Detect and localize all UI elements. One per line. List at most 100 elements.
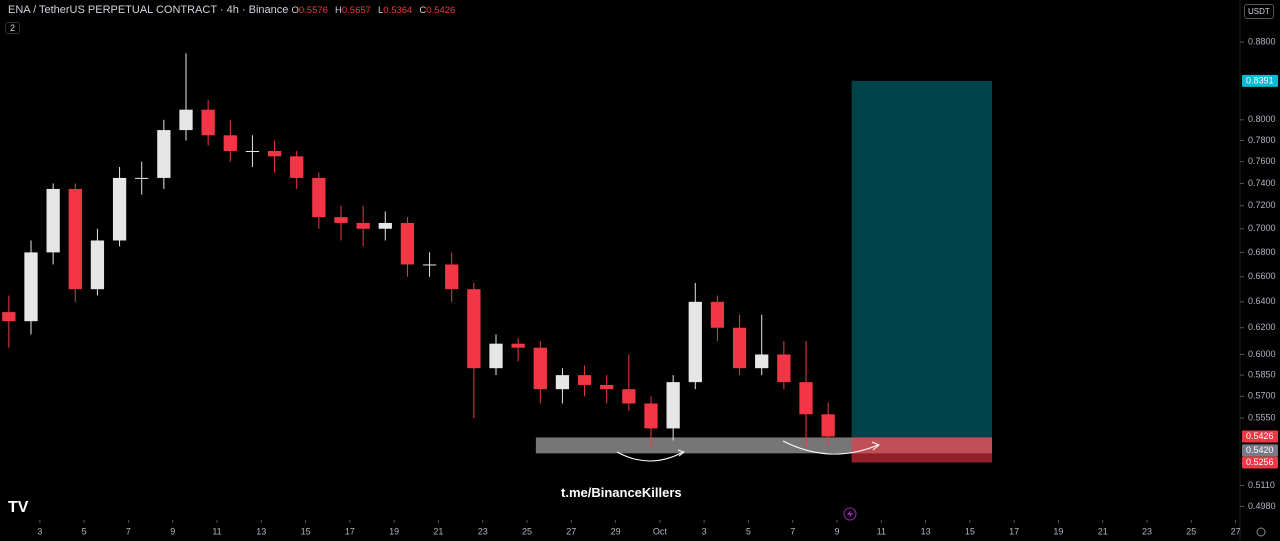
x-tick-label: 17: [345, 526, 355, 536]
y-tick-label: 0.6200: [1248, 322, 1276, 332]
last-price-tag-bg: [1242, 430, 1278, 443]
x-tick-label: 15: [301, 526, 311, 536]
header: ENA / TetherUS PERPETUAL CONTRACT · 4h ·…: [8, 4, 459, 16]
x-tick-label: 7: [126, 526, 131, 536]
symbol-title: ENA / TetherUS PERPETUAL CONTRACT · 4h ·…: [8, 4, 289, 16]
x-tick-label: 5: [82, 526, 87, 536]
x-tick-label: 21: [433, 526, 443, 536]
x-tick-label: 27: [1231, 526, 1241, 536]
settings-icon[interactable]: [1256, 527, 1266, 537]
stop-tag-bg: [1242, 456, 1278, 469]
candle-body: [732, 327, 747, 369]
candle-body: [555, 375, 570, 390]
target-tag: 0.8391: [1246, 75, 1274, 85]
ohlc-key: L: [377, 5, 384, 16]
tv-logo: TV: [8, 499, 29, 516]
stop-area: [851, 437, 992, 463]
x-tick-label: 3: [37, 526, 42, 536]
ohlc-value: 0.5364: [383, 5, 413, 16]
candle-body: [644, 403, 658, 429]
x-tick-label: 23: [1142, 526, 1152, 536]
candle-body: [267, 151, 282, 157]
x-tick-label: 3: [702, 526, 707, 536]
x-tick-label: 13: [921, 526, 931, 536]
candle-body: [245, 151, 260, 153]
candle-body: [2, 312, 16, 322]
candle-body: [290, 156, 304, 178]
y-tick-label: 0.5550: [1248, 412, 1276, 422]
x-tick-label: 19: [1053, 526, 1063, 536]
candle-body: [533, 347, 547, 390]
y-tick-label: 0.8800: [1248, 36, 1276, 46]
ohlc-value: 0.5576: [298, 5, 328, 16]
arrow-curve: [616, 451, 684, 462]
arrow-curve: [782, 440, 879, 455]
ohlc-key: C: [419, 5, 427, 16]
candle-body: [179, 109, 193, 131]
y-tick-label: 0.7200: [1248, 200, 1276, 210]
y-tick-label: 0.7800: [1248, 135, 1276, 145]
x-tick-label: 25: [1186, 526, 1196, 536]
y-tick-label: 0.6600: [1248, 271, 1276, 281]
entry-tag-bg: [1242, 444, 1278, 457]
candle-body: [600, 384, 614, 390]
y-tick-label: 0.6000: [1248, 349, 1276, 359]
y-tick-label: 0.8000: [1248, 114, 1276, 124]
target-tag-bg: [1242, 74, 1278, 87]
x-tick-label: 29: [611, 526, 621, 536]
currency-button[interactable]: USDT: [1244, 4, 1274, 19]
candle-body: [157, 130, 171, 178]
candle-body: [24, 252, 38, 322]
y-tick-label: 0.6800: [1248, 247, 1276, 257]
candle-body: [334, 217, 348, 223]
x-tick-label: 13: [256, 526, 266, 536]
candle-body: [135, 177, 149, 179]
y-tick-label: 0.7600: [1248, 156, 1276, 166]
candle-body: [68, 188, 82, 290]
candle-body: [445, 264, 459, 290]
candle-body: [489, 343, 503, 369]
x-tick-label: Oct: [653, 526, 668, 536]
x-tick-label: 7: [790, 526, 795, 536]
y-tick-label: 0.7000: [1248, 223, 1276, 233]
candle-body: [112, 177, 127, 241]
candle-body: [755, 354, 769, 369]
candle-body: [622, 389, 636, 404]
x-tick-label: 25: [522, 526, 532, 536]
ohlc-key: O: [291, 5, 299, 16]
candle-body: [312, 177, 326, 218]
x-tick-label: 23: [478, 526, 488, 536]
candle-body: [777, 354, 791, 383]
entry-tag: 0.5420: [1246, 445, 1274, 455]
y-tick-label: 0.6400: [1248, 296, 1276, 306]
stop-tag: 0.5256: [1246, 457, 1274, 467]
lightning-icon[interactable]: [843, 507, 857, 521]
candle-body: [799, 382, 813, 415]
indicator-count[interactable]: 2: [5, 22, 21, 34]
x-tick-label: 27: [566, 526, 576, 536]
x-tick-label: 5: [746, 526, 751, 536]
candle-body: [46, 188, 60, 253]
candle-body: [90, 240, 105, 290]
candle-body: [422, 264, 437, 266]
x-tick-label: 19: [389, 526, 399, 536]
lightning-bolt: [847, 510, 853, 519]
x-tick-label: 9: [834, 526, 839, 536]
candle-body: [666, 382, 680, 429]
candle-body: [688, 301, 702, 383]
x-tick-label: 17: [1009, 526, 1019, 536]
y-tick-label: 0.5700: [1248, 391, 1276, 401]
watermark: t.me/BinanceKillers: [561, 485, 682, 500]
arrow-head: [677, 449, 686, 457]
arrow-head: [871, 441, 880, 451]
ohlc-value: 0.5657: [341, 5, 371, 16]
candle-body: [710, 301, 725, 328]
candle-body: [378, 222, 392, 229]
x-tick-label: 21: [1098, 526, 1108, 536]
candle-body: [356, 222, 370, 229]
candle-body: [467, 289, 481, 369]
target-area: [851, 80, 992, 438]
x-tick-label: 11: [212, 526, 221, 536]
